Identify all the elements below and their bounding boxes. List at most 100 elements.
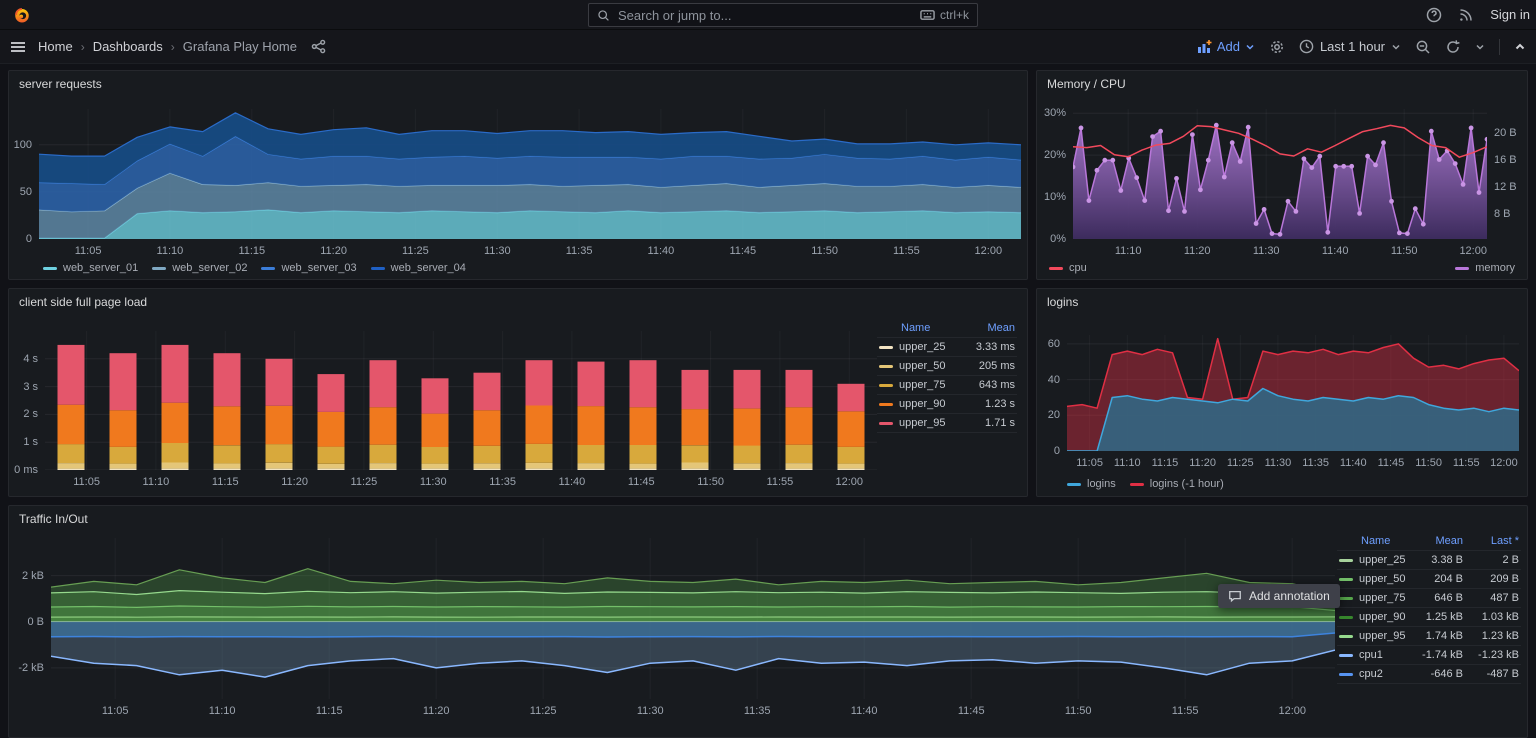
table-row[interactable]: upper_75643 ms [877, 376, 1017, 395]
panel-title[interactable]: Traffic In/Out [9, 506, 1527, 532]
time-range-picker[interactable]: Last 1 hour [1299, 39, 1401, 54]
series-swatch [879, 403, 893, 406]
legend-label: logins [1087, 478, 1116, 490]
column-header[interactable]: Last * [1463, 535, 1519, 547]
stat-value: 1.71 s [959, 417, 1015, 429]
add-button[interactable]: Add [1196, 39, 1255, 55]
table-row[interactable]: cpu2-646 B-487 B [1337, 665, 1521, 684]
table-row[interactable]: upper_253.33 ms [877, 338, 1017, 357]
panel-title[interactable]: logins [1037, 289, 1527, 315]
table-row[interactable]: cpu1-1.74 kB-1.23 kB [1337, 646, 1521, 665]
legend-item[interactable]: memory [1455, 262, 1515, 274]
stat-value: -1.74 kB [1407, 649, 1463, 661]
x-axis-label: 12:00 [1490, 456, 1518, 470]
shortcut-hint: ctrl+k [920, 8, 969, 22]
stat-value: 1.25 kB [1407, 611, 1463, 623]
x-axis-label: 11:05 [73, 475, 100, 489]
clock-icon [1299, 39, 1314, 54]
x-axis-label: 11:05 [1076, 456, 1103, 470]
add-annotation-tooltip[interactable]: Add annotation [1218, 584, 1340, 608]
news-icon[interactable] [1458, 7, 1474, 23]
x-axis-label: 12:00 [1459, 244, 1487, 258]
x-axis-label: 11:25 [1227, 456, 1254, 470]
series-swatch [152, 267, 166, 270]
chart-area[interactable]: web_server_01 web_server_02 web_server_03 w… [9, 97, 1027, 279]
help-icon[interactable] [1426, 7, 1442, 23]
x-axis-label: 11:55 [767, 475, 794, 489]
column-header[interactable]: Name [1339, 535, 1407, 547]
series-swatch [1339, 559, 1353, 562]
legend: web_server_01 web_server_02 web_server_03 w… [43, 262, 466, 274]
table-row[interactable]: upper_951.71 s [877, 414, 1017, 433]
series-name: upper_90 [899, 398, 946, 410]
column-header[interactable]: Mean [959, 322, 1015, 334]
sign-in-link[interactable]: Sign in [1490, 7, 1530, 22]
collapse-caret-icon[interactable] [1514, 41, 1526, 53]
series-swatch [879, 365, 893, 368]
legend-item[interactable]: web_server_01 [43, 262, 138, 274]
chart-area[interactable]: cpumemory 0%10%20%30%8 B12 B16 B20 B11:1… [1037, 97, 1527, 279]
series-name: upper_95 [1359, 630, 1406, 642]
legend-item[interactable]: logins (-1 hour) [1130, 478, 1224, 490]
column-header[interactable]: Mean [1407, 535, 1463, 547]
search-input[interactable] [616, 7, 914, 24]
y-axis-label: 10% [1037, 190, 1066, 204]
x-axis-label: 11:50 [697, 475, 724, 489]
stat-value: 3.33 ms [959, 341, 1015, 353]
breadcrumb-home[interactable]: Home [38, 39, 73, 54]
share-icon[interactable] [311, 39, 326, 54]
x-axis-label: 11:50 [1391, 244, 1418, 258]
x-axis-label: 11:20 [1189, 456, 1216, 470]
chart-area[interactable]: loginslogins (-1 hour) 020406011:0511:10… [1037, 315, 1527, 496]
panel-traffic-in-out: Traffic In/Out -2 kB0 B2 kB11:0511:1011:… [8, 505, 1528, 738]
refresh-interval-chevron-icon[interactable] [1475, 42, 1485, 52]
x-axis-label: 11:40 [851, 704, 878, 718]
panel-title[interactable]: server requests [9, 71, 1027, 97]
table-row[interactable]: upper_951.74 kB1.23 kB [1337, 627, 1521, 646]
legend-item[interactable]: web_server_02 [152, 262, 247, 274]
legend-item[interactable]: web_server_04 [371, 262, 466, 274]
chart-area[interactable]: 0 ms1 s2 s3 s4 s11:0511:1011:1511:2011:2… [9, 315, 1027, 496]
table-row[interactable]: upper_901.25 kB1.03 kB [1337, 608, 1521, 627]
column-header[interactable]: Name [879, 322, 959, 334]
x-axis-label: 11:50 [811, 244, 838, 258]
y-axis-label: 2 s [9, 407, 38, 421]
stat-value: 646 B [1407, 592, 1463, 604]
panel-title[interactable]: client side full page load [9, 289, 1027, 315]
y-axis-label: 3 s [9, 380, 38, 394]
legend-label: cpu [1069, 262, 1087, 274]
x-axis-label: 11:50 [1065, 704, 1092, 718]
time-range-label: Last 1 hour [1320, 39, 1385, 54]
breadcrumb-dashboards[interactable]: Dashboards [93, 39, 163, 54]
breadcrumb-separator: › [81, 40, 85, 54]
table-row[interactable]: upper_75646 B487 B [1337, 589, 1521, 608]
x-axis-label: 11:10 [1115, 244, 1142, 258]
settings-gear-icon[interactable] [1269, 39, 1285, 55]
search-bar[interactable]: ctrl+k [588, 3, 978, 27]
y-axis-label: 20% [1037, 148, 1066, 162]
chart-area[interactable]: -2 kB0 B2 kB11:0511:1011:1511:2011:2511:… [9, 532, 1527, 737]
x-axis-label: 11:35 [566, 244, 593, 258]
legend-item[interactable]: cpu [1049, 262, 1087, 274]
table-row[interactable]: upper_50204 B209 B [1337, 570, 1521, 589]
grafana-logo[interactable] [13, 6, 31, 24]
refresh-icon[interactable] [1445, 39, 1461, 55]
search-icon [597, 9, 610, 22]
panel-title[interactable]: Memory / CPU [1037, 71, 1527, 97]
panel-memory-cpu: Memory / CPU cpumemory 0%10%20%30%8 B12 … [1036, 70, 1528, 280]
legend-item[interactable]: logins [1067, 478, 1116, 490]
stat-value: 1.74 kB [1407, 630, 1463, 642]
x-axis-label: 11:55 [1453, 456, 1480, 470]
table-row[interactable]: upper_50205 ms [877, 357, 1017, 376]
comment-icon [1228, 589, 1242, 603]
menu-icon[interactable] [10, 39, 26, 55]
series-swatch [1130, 483, 1144, 486]
shortcut-label: ctrl+k [940, 8, 969, 22]
zoom-out-icon[interactable] [1415, 39, 1431, 55]
series-swatch [1339, 578, 1353, 581]
legend-item[interactable]: web_server_03 [261, 262, 356, 274]
breadcrumb: Home › Dashboards › Grafana Play Home [38, 39, 326, 54]
series-swatch [879, 384, 893, 387]
table-row[interactable]: upper_901.23 s [877, 395, 1017, 414]
table-row[interactable]: upper_253.38 B2 B [1337, 551, 1521, 570]
